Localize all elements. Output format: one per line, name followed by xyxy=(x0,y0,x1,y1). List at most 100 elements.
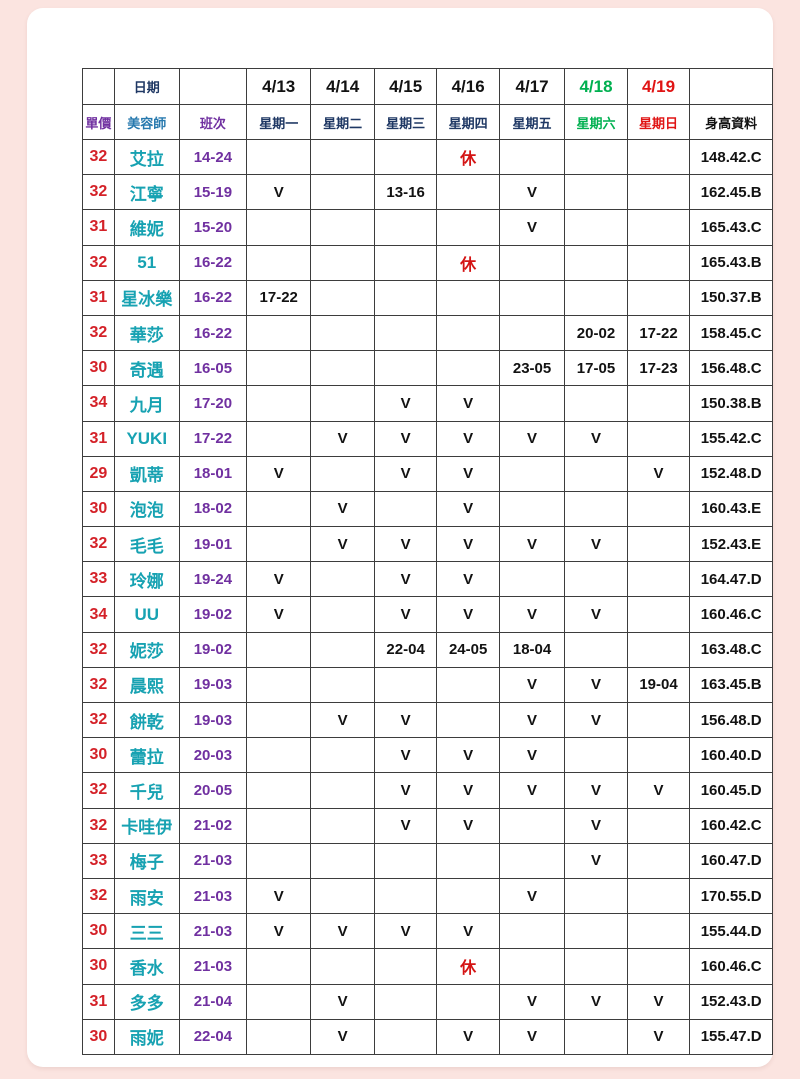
shift-cell: 14-24 xyxy=(178,138,248,176)
table-row: 29 凱蒂 18-01 V V V V 152.48.D xyxy=(82,455,773,492)
date-header: 4/15 xyxy=(373,68,438,105)
beautician-name: 奇遇 xyxy=(113,350,180,387)
height-cell: 160.47.D xyxy=(689,842,773,879)
day-cell xyxy=(245,701,312,739)
day-cell xyxy=(373,666,438,704)
day-cell xyxy=(564,561,628,598)
day-cell xyxy=(564,490,628,528)
day-cell: V xyxy=(373,737,438,774)
day-cell: V xyxy=(245,174,312,211)
beautician-name: 三三 xyxy=(113,913,180,950)
day-cell xyxy=(310,877,375,915)
day-cell xyxy=(498,138,566,176)
table-row: 30 雨妮 22-04 V V V V 155.47.D xyxy=(82,1018,773,1055)
height-cell: 164.47.D xyxy=(689,561,773,598)
date-header: 4/16 xyxy=(436,68,500,105)
day-cell xyxy=(245,138,312,176)
height-header: 身高資料 xyxy=(689,104,773,140)
day-cell xyxy=(626,737,691,774)
day-cell xyxy=(310,807,375,844)
day-cell xyxy=(498,807,566,844)
shift-cell: 19-03 xyxy=(178,701,248,739)
day-cell: V xyxy=(626,1018,691,1055)
price-cell: 32 xyxy=(82,138,115,176)
day-cell xyxy=(498,455,566,492)
day-cell: 休 xyxy=(436,244,500,281)
day-cell xyxy=(564,737,628,774)
height-cell: 160.43.E xyxy=(689,490,773,528)
beautician-name: YUKI xyxy=(113,420,180,457)
height-cell: 165.43.B xyxy=(689,244,773,281)
day-cell xyxy=(245,526,312,563)
height-cell: 155.42.C xyxy=(689,420,773,457)
day-cell xyxy=(564,209,628,246)
shift-cell: 19-02 xyxy=(178,596,248,633)
table-row: 31 星冰樂 16-22 17-22 150.37.B xyxy=(82,279,773,316)
price-cell: 34 xyxy=(82,385,115,422)
price-cell: 32 xyxy=(82,526,115,563)
beautician-name: 泡泡 xyxy=(113,490,180,528)
table-row: 32 餅乾 19-03 V V V V 156.48.D xyxy=(82,701,773,739)
day-cell: V xyxy=(373,913,438,950)
height-cell: 156.48.D xyxy=(689,701,773,739)
price-cell: 32 xyxy=(82,631,115,668)
day-cell: V xyxy=(498,1018,566,1055)
empty-cell xyxy=(689,68,773,105)
beautician-name: UU xyxy=(113,596,180,633)
price-cell: 33 xyxy=(82,842,115,879)
height-cell: 152.48.D xyxy=(689,455,773,492)
day-cell: V xyxy=(373,420,438,457)
day-cell xyxy=(436,314,500,352)
shift-cell: 21-03 xyxy=(178,948,248,985)
day-cell: V xyxy=(310,701,375,739)
beautician-name: 艾拉 xyxy=(113,138,180,176)
shift-cell: 20-03 xyxy=(178,737,248,774)
height-cell: 150.37.B xyxy=(689,279,773,316)
price-cell: 32 xyxy=(82,314,115,352)
date-header: 4/18 xyxy=(564,68,628,105)
shift-cell: 15-19 xyxy=(178,174,248,211)
height-cell: 170.55.D xyxy=(689,877,773,915)
day-cell xyxy=(373,350,438,387)
day-cell: V xyxy=(436,490,500,528)
beautician-header: 美容師 xyxy=(113,104,180,140)
shift-cell: 16-22 xyxy=(178,314,248,352)
table-row: 30 香水 21-03 休 160.46.C xyxy=(82,948,773,985)
day-cell xyxy=(498,948,566,985)
day-cell xyxy=(310,666,375,704)
day-cell: V xyxy=(498,877,566,915)
beautician-name: 星冰樂 xyxy=(113,279,180,316)
beautician-name: 多多 xyxy=(113,983,180,1020)
beautician-name: 雨妮 xyxy=(113,1018,180,1055)
price-cell: 32 xyxy=(82,877,115,915)
height-cell: 155.44.D xyxy=(689,913,773,950)
day-cell xyxy=(626,913,691,950)
day-cell xyxy=(310,561,375,598)
day-cell xyxy=(626,701,691,739)
day-cell: 休 xyxy=(436,948,500,985)
price-cell: 30 xyxy=(82,913,115,950)
price-cell: 30 xyxy=(82,948,115,985)
day-cell: V xyxy=(498,209,566,246)
height-cell: 156.48.C xyxy=(689,350,773,387)
day-cell: V xyxy=(564,596,628,633)
weekday-header: 星期四 xyxy=(436,104,500,140)
table-row: 30 奇遇 16-05 23-05 17-05 17-23 156.48.C xyxy=(82,350,773,387)
day-cell xyxy=(626,174,691,211)
day-cell xyxy=(626,807,691,844)
beautician-name: 雨安 xyxy=(113,877,180,915)
day-cell: 17-05 xyxy=(564,350,628,387)
day-cell: V xyxy=(310,913,375,950)
beautician-name: 凱蒂 xyxy=(113,455,180,492)
day-cell xyxy=(564,631,628,668)
day-cell xyxy=(245,244,312,281)
day-cell xyxy=(564,877,628,915)
day-cell xyxy=(310,455,375,492)
day-cell: V xyxy=(373,455,438,492)
day-cell xyxy=(245,385,312,422)
day-cell xyxy=(626,596,691,633)
day-cell xyxy=(564,1018,628,1055)
day-cell xyxy=(436,701,500,739)
day-cell: V xyxy=(626,455,691,492)
day-cell xyxy=(564,244,628,281)
